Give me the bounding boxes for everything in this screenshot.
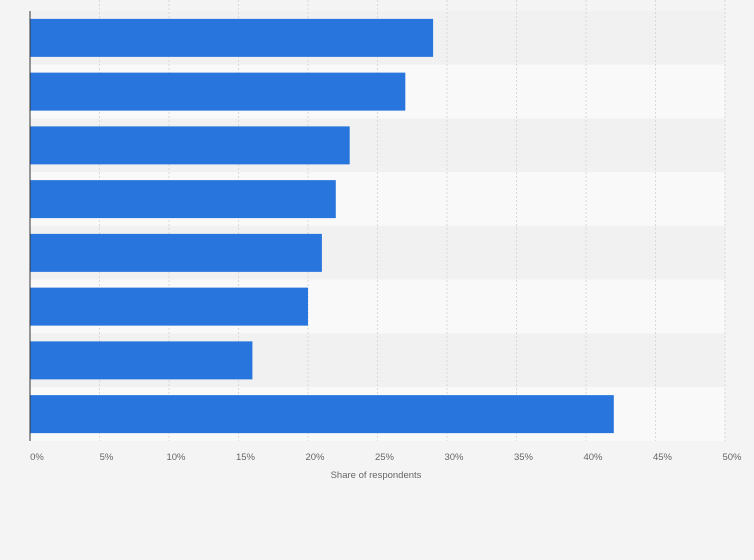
x-axis-title: Share of respondents [331,470,422,481]
bar[interactable] [30,18,434,57]
bar[interactable] [30,72,406,111]
bar[interactable] [30,233,322,272]
bar[interactable] [30,395,614,434]
x-tick-labels: 0% 5% 10% 15% 20% 25% 30% 35% 40% 45% 50% [30,452,742,463]
x-tick-label: 30% [444,452,464,463]
x-tick-label: 0% [30,452,44,463]
bar[interactable] [30,180,336,219]
x-tick-label: 40% [583,452,603,463]
bars [30,18,614,434]
x-tick-label: 5% [100,452,114,463]
x-tick-label: 50% [722,452,742,463]
bar[interactable] [30,287,308,326]
bar[interactable] [30,126,350,165]
x-tick-label: 10% [166,452,186,463]
x-tick-label: 20% [305,452,325,463]
bar[interactable] [30,341,253,380]
x-tick-label: 35% [514,452,534,463]
x-tick-label: 25% [375,452,395,463]
x-tick-label: 15% [236,452,256,463]
x-tick-label: 45% [653,452,673,463]
